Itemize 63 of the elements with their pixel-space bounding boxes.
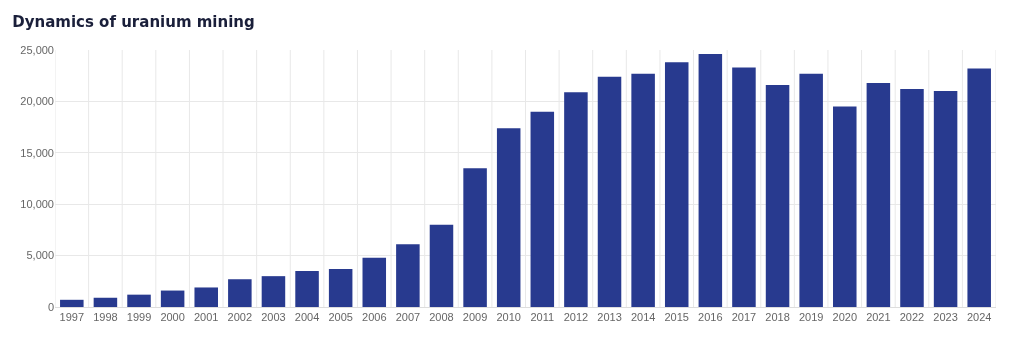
bar xyxy=(328,268,353,307)
x-tick-label: 2009 xyxy=(462,311,488,324)
y-tick-label: 10,000 xyxy=(20,198,54,211)
x-tick-label: 2013 xyxy=(597,311,622,324)
x-tick-label: 2011 xyxy=(530,311,555,324)
bar xyxy=(564,92,588,307)
chart-title: Dynamics of uranium mining xyxy=(12,13,255,32)
y-tick-label: 15,000 xyxy=(20,146,54,159)
bar xyxy=(463,168,487,307)
x-tick-label: 2014 xyxy=(630,311,656,324)
x-tick-label: 2022 xyxy=(899,311,925,324)
bar xyxy=(664,62,689,307)
bar xyxy=(765,84,790,307)
bar xyxy=(530,111,555,307)
x-tick-label: 2000 xyxy=(160,311,185,324)
bar xyxy=(900,89,924,307)
bar xyxy=(866,82,891,307)
bar xyxy=(396,244,420,307)
bar xyxy=(194,287,218,307)
bar xyxy=(631,73,655,307)
bar xyxy=(295,271,319,307)
bar xyxy=(967,68,991,307)
x-tick-label: 2001 xyxy=(193,311,219,324)
x-tick-label: 1997 xyxy=(59,311,85,324)
x-tick-label: 2012 xyxy=(563,311,589,324)
x-tick-label: 2017 xyxy=(731,311,757,324)
bar xyxy=(833,106,857,307)
x-tick-label: 2010 xyxy=(496,311,521,324)
x-tick-label: 2003 xyxy=(261,311,286,324)
x-tick-label: 2004 xyxy=(294,311,320,324)
x-tick-label: 2024 xyxy=(966,311,992,324)
bar xyxy=(160,290,185,307)
bar xyxy=(933,91,958,307)
y-tick-label: 25,000 xyxy=(20,43,54,56)
y-tick-label: 0 xyxy=(47,300,54,313)
bar xyxy=(429,224,454,307)
x-tick-label: 2007 xyxy=(395,311,421,324)
x-tick-label: 2008 xyxy=(429,311,454,324)
bar xyxy=(60,299,84,307)
bar xyxy=(127,294,151,307)
x-tick-label: 2016 xyxy=(698,311,723,324)
bar xyxy=(597,76,622,307)
x-tick-label: 1999 xyxy=(126,311,152,324)
y-tick-label: 20,000 xyxy=(20,95,54,108)
x-tick-label: 2021 xyxy=(866,311,891,324)
y-tick-label: 5,000 xyxy=(26,249,54,262)
x-tick-label: 2006 xyxy=(362,311,387,324)
bar xyxy=(799,73,823,307)
bar xyxy=(261,276,286,307)
bar xyxy=(93,297,118,307)
bar xyxy=(732,67,756,307)
x-tick-label: 2005 xyxy=(328,311,353,324)
x-tick-label: 2018 xyxy=(765,311,790,324)
x-tick-label: 2002 xyxy=(227,311,253,324)
x-tick-label: 2023 xyxy=(933,311,958,324)
x-tick-label: 1998 xyxy=(93,311,118,324)
x-tick-label: 2020 xyxy=(832,311,858,324)
bar xyxy=(362,257,387,307)
bar xyxy=(228,279,252,307)
bar xyxy=(496,128,521,307)
bar xyxy=(698,54,723,307)
x-tick-label: 2015 xyxy=(664,311,689,324)
x-tick-label: 2019 xyxy=(798,311,824,324)
